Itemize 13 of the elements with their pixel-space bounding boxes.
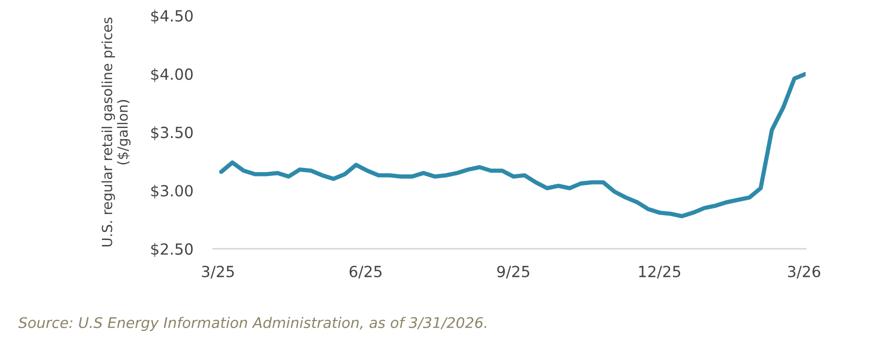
y-axis-title: U.S. regular retail gasoline prices ($/gallon)	[102, 18, 131, 246]
y-tick-label: $2.50	[151, 242, 193, 257]
x-tick-label: 9/25	[497, 266, 530, 278]
y-tick-label: $4.50	[151, 10, 193, 24]
y-tick-label: $3.50	[151, 126, 193, 140]
x-tick-label: 3/26	[788, 266, 820, 278]
x-tick-label: 3/25	[202, 266, 234, 278]
line-series	[219, 72, 806, 218]
y-tick-label: $3.00	[151, 184, 193, 199]
source-note: Source: U.S Energy Information Administration, as of 3/31/2026.	[18, 316, 486, 331]
y-tick-label: $4.00	[151, 68, 193, 82]
x-tick-label: 12/25	[639, 266, 680, 278]
x-tick-label: 6/25	[350, 266, 382, 278]
